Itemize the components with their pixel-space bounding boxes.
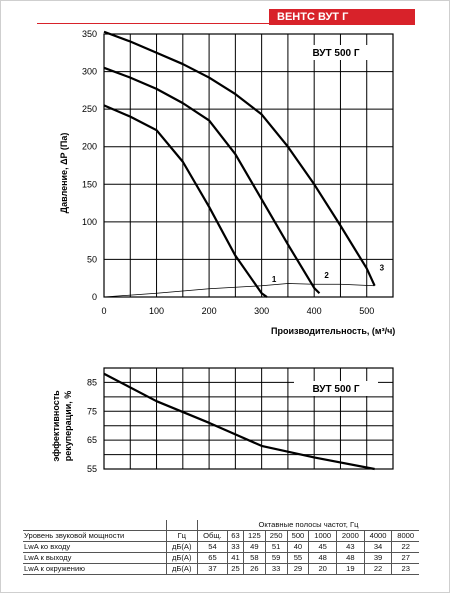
table-header-cell: 8000: [391, 530, 419, 542]
table-cell: 48: [336, 552, 365, 564]
fan-curve-2: [103, 66, 321, 295]
y-tick-label: 200: [82, 142, 97, 152]
table-cell: 34: [363, 541, 393, 553]
y-tick-label: 150: [82, 179, 97, 189]
table-cell: 59: [264, 552, 288, 564]
table-cell: 48: [308, 552, 338, 564]
table-cell: 39: [363, 552, 393, 564]
table-cell: 33: [227, 541, 244, 553]
table-cell: 25: [227, 563, 244, 575]
table-cell: 20: [308, 563, 338, 575]
row-unit: дБ(А): [165, 563, 198, 575]
y-axis-label-2-line2: рекуперации, %: [63, 391, 73, 462]
table-header-row: Уровень звуковой мощности Гц Общ. 63 125 250 5…: [23, 530, 419, 542]
table-header-cell: 63: [227, 530, 244, 542]
efficiency-chart: 55 65 75 85 ВУТ 500 Г эффективность рекупер…: [51, 367, 394, 474]
row-unit: дБ(А): [165, 552, 198, 564]
x-tick-label: 0: [101, 306, 106, 316]
table-unit-head: [165, 520, 198, 531]
table-cell: 27: [391, 552, 419, 564]
table-header-cell: Общ.: [196, 530, 229, 542]
table-header-cell: 1000: [308, 530, 338, 542]
table-header-cell: 4000: [363, 530, 393, 542]
table-cell: 43: [336, 541, 365, 553]
table-row: LwA к окружению дБ(А) 37 25 26 33 29 20 19 22 23: [23, 563, 419, 575]
sound-power-table: Октавные полосы частот, Гц Уровень звуко…: [23, 520, 419, 575]
table-header-cell: 125: [242, 530, 266, 542]
x-tick-label: 100: [149, 306, 164, 316]
plot-frame: [103, 33, 394, 298]
curve-label-2: 2: [324, 271, 329, 280]
y-tick-label: 0: [92, 292, 97, 302]
table-header-cell: 2000: [336, 530, 365, 542]
table-cell: 55: [286, 552, 310, 564]
y-tick-label: 55: [87, 464, 97, 474]
table-cell: 40: [286, 541, 310, 553]
x-axis-label: Производительность, (м³/ч): [271, 326, 395, 336]
table-cell: 33: [264, 563, 288, 575]
table-cell: 58: [242, 552, 266, 564]
y-tick-label: 75: [87, 406, 97, 416]
table-cell: 49: [242, 541, 266, 553]
table-cell: 65: [196, 552, 229, 564]
row-label: LwA ко входу: [23, 541, 167, 553]
fan-curve-1: [103, 104, 268, 298]
efficiency-curve: [103, 372, 375, 471]
table-cell: 29: [286, 563, 310, 575]
table-cell: 41: [227, 552, 244, 564]
fan-curve-3: [103, 30, 376, 287]
row-unit: дБ(А): [165, 541, 198, 553]
table-cell: 54: [196, 541, 229, 553]
table-header-cell: 500: [286, 530, 310, 542]
y-tick-label: 300: [82, 67, 97, 77]
table-cell: 19: [336, 563, 365, 575]
table-cell: 45: [308, 541, 338, 553]
curve-label-1: 1: [272, 275, 277, 284]
table-header-cell: Гц: [165, 530, 198, 542]
chart-title: ВУТ 500 Г: [312, 48, 359, 59]
table-cell: 37: [196, 563, 229, 575]
x-tick-label: 300: [254, 306, 269, 316]
table-corner: [23, 520, 167, 531]
y-axis-label-2-line1: эффективность: [51, 390, 61, 462]
chart-title-2: ВУТ 500 Г: [312, 384, 359, 395]
y-tick-label: 50: [87, 254, 97, 264]
table-header-cell: 250: [264, 530, 288, 542]
x-tick-label: 500: [359, 306, 374, 316]
y-tick-label: 100: [82, 217, 97, 227]
row-label: LwA к окружению: [23, 563, 167, 575]
brand-rule: [37, 23, 415, 24]
table-cell: 22: [391, 541, 419, 553]
x-tick-label: 200: [202, 306, 217, 316]
row-label: LwA к выходу: [23, 552, 167, 564]
table-cell: 26: [242, 563, 266, 575]
title-box: [294, 45, 378, 60]
title-box-2: [294, 381, 378, 396]
y-tick-label: 65: [87, 435, 97, 445]
curve-label-3: 3: [380, 264, 385, 273]
y-tick-label: 350: [82, 29, 97, 39]
x-tick-label: 400: [307, 306, 322, 316]
system-curve: [103, 283, 375, 298]
brand-label: ВЕНТС ВУТ Г: [269, 9, 415, 25]
table-cell: 22: [363, 563, 393, 575]
y-axis-label: Давление, ΔP (Па): [59, 133, 69, 214]
y-tick-label: 250: [82, 104, 97, 114]
table-title-cell: Уровень звуковой мощности: [23, 530, 167, 542]
table-row: LwA ко входу дБ(А) 54 33 49 51 40 45 43 34 22: [23, 541, 419, 553]
table-cell: 51: [264, 541, 288, 553]
y-tick-label: 85: [87, 377, 97, 387]
plot-frame-2: [103, 367, 394, 470]
table-row: LwA к выходу дБ(А) 65 41 58 59 55 48 48 39 27: [23, 552, 419, 564]
table-cell: 23: [391, 563, 419, 575]
octave-band-header: Октавные полосы частот, Гц: [196, 520, 419, 531]
pressure-chart: 0 100 200 300 400 500 0 50 100 150 200 250 300 350 1 2 3…: [59, 29, 395, 336]
